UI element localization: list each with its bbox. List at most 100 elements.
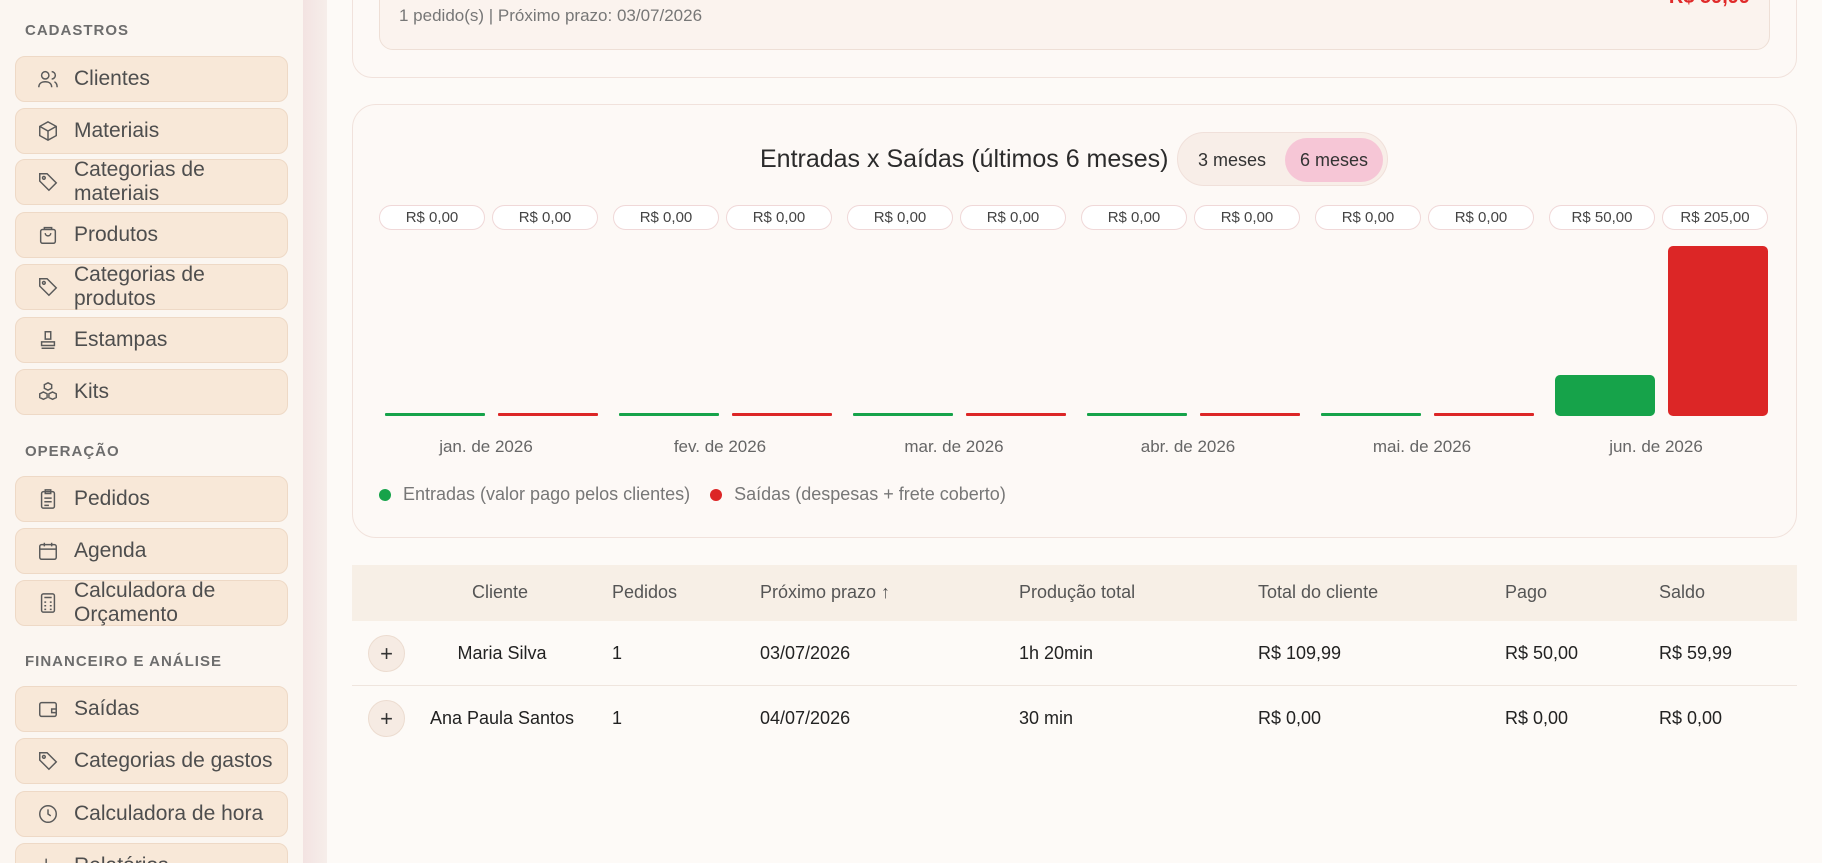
sidebar-item-clientes[interactable]: Clientes [15,56,288,102]
sidebar-item-categorias-gastos[interactable]: Categorias de gastos [15,738,288,784]
cell-prazo: 03/07/2026 [760,643,851,663]
cell-cliente: Ana Paula Santos [429,708,575,728]
expand-row-button[interactable]: + [368,700,405,737]
sidebar-item-estampas[interactable]: Estampas [15,317,288,363]
column-header-proximo-prazo[interactable]: Próximo prazo ↑ [760,582,891,602]
tag-icon [36,170,60,194]
sidebar-item-label: Calculadora de hora [74,802,264,825]
bar-value-label-in: R$ 0,00 [1081,205,1187,230]
sidebar-item-categorias-materiais[interactable]: Categorias de materiais [15,158,288,205]
table-row: + Ana Paula Santos 1 04/07/2026 30 min R… [352,686,1797,751]
wallet-icon [36,697,60,721]
users-icon [36,67,60,91]
clients-table: Cliente Pedidos Próximo prazo ↑ Produção… [352,565,1797,751]
cell-total: R$ 0,00 [1258,708,1322,728]
sidebar-item-materiais[interactable]: Materiais [15,108,288,154]
sidebar-item-categorias-produtos[interactable]: Categorias de produtos [15,263,288,310]
calendar-icon [36,539,60,563]
range-3-months-button[interactable]: 3 meses [1197,149,1267,170]
bar-entradas[interactable] [385,413,485,416]
bar-value-label-out: R$ 0,00 [960,205,1066,230]
sidebar-item-calculadora-orcamento[interactable]: Calculadora de Orçamento [15,579,288,626]
summary-inner-card [379,0,1770,50]
stamp-icon [36,328,60,352]
range-toggle: 3 meses 6 meses [1177,132,1388,186]
bar-entradas[interactable] [1555,374,1655,416]
legend-in-label: Entradas (valor pago pelos clientes) [403,484,691,504]
bar-value-label-in: R$ 0,00 [847,205,953,230]
bar-value-label-out: R$ 0,00 [726,205,832,230]
calculator-icon [36,591,60,615]
sidebar-item-agenda[interactable]: Agenda [15,528,288,574]
sidebar-item-label: Categorias de produtos [74,263,205,310]
legend-out-label: Saídas (despesas + frete coberto) [734,484,1006,504]
section-title-financeiro: FINANCEIRO E ANÁLISE [25,653,222,670]
x-axis-tick-label: jun. de 2026 [1609,437,1703,456]
box-icon [36,119,60,143]
sidebar-item-label: Materiais [74,119,160,142]
bar-entradas[interactable] [1087,413,1187,416]
column-header-total-cliente[interactable]: Total do cliente [1258,582,1379,602]
table-header: Cliente Pedidos Próximo prazo ↑ Produção… [352,565,1797,621]
chart-title: Entradas x Saídas (últimos 6 meses) [760,145,1169,173]
sidebar-divider [303,0,327,863]
x-axis-tick-label: jan. de 2026 [439,437,533,456]
column-header-pago[interactable]: Pago [1505,582,1548,602]
table-row: + Maria Silva 1 03/07/2026 1h 20min R$ 1… [352,621,1797,686]
chart-legend: Entradas (valor pago pelos clientes) Saí… [379,484,1006,505]
bar-saidas[interactable] [732,413,832,416]
tag-icon [36,749,60,773]
bar-value-label-in: R$ 0,00 [613,205,719,230]
sidebar-item-label: Categorias de materiais [74,158,205,205]
expand-row-button[interactable]: + [368,635,405,672]
column-header-producao-total[interactable]: Produção total [1019,582,1136,602]
clipboard-icon [36,487,60,511]
column-header-cliente[interactable]: Cliente [472,582,529,602]
sidebar-item-label: Calculadora de Orçamento [74,579,216,626]
bar-saidas[interactable] [1668,246,1768,416]
bar-value-label-in: R$ 0,00 [379,205,485,230]
bar-saidas[interactable] [1434,413,1534,416]
legend-out-marker [710,488,723,501]
x-axis-tick-label: mai. de 2026 [1372,437,1472,456]
sidebar-item-label: Produtos [74,223,159,246]
sidebar-item-label: Kits [74,380,110,403]
cell-cliente: Maria Silva [457,643,547,663]
bar-value-label-out: R$ 0,00 [492,205,598,230]
sidebar-item-produtos[interactable]: Produtos [15,212,288,258]
cell-pago: R$ 0,00 [1505,708,1569,728]
cell-prazo: 04/07/2026 [760,708,851,728]
column-header-pedidos[interactable]: Pedidos [612,582,678,602]
cell-saldo: R$ 0,00 [1659,708,1723,728]
x-axis-tick-label: abr. de 2026 [1140,437,1236,456]
sidebar-item-kits[interactable]: Kits [15,369,288,415]
column-header-saldo[interactable]: Saldo [1659,582,1706,602]
sidebar-item-label: Relatórios [74,854,169,863]
summary-meta: 1 pedido(s) | Próximo prazo: 03/07/2026 [399,6,703,25]
sidebar-item-relatorios[interactable]: Relatórios [15,843,288,863]
bar-value-label-out: R$ 0,00 [1428,205,1534,230]
sidebar-item-label: Saídas [74,697,140,720]
sidebar-item-label: Agenda [74,539,147,562]
sidebar-item-pedidos[interactable]: Pedidos [15,476,288,522]
sidebar-item-label: Clientes [74,67,150,90]
bar-saidas[interactable] [966,413,1066,416]
tag-icon [36,275,60,299]
x-axis-tick-label: fev. de 2026 [673,437,767,456]
bar-entradas[interactable] [619,413,719,416]
bar-value-label-out: R$ 205,00 [1662,205,1768,230]
sidebar-item-calculadora-hora[interactable]: Calculadora de hora [15,791,288,837]
range-6-months-button[interactable]: 6 meses [1285,138,1383,182]
boxes-icon [36,380,60,404]
sidebar-item-label: Pedidos [74,487,150,510]
cell-pedidos: 1 [612,708,623,728]
bar-saidas[interactable] [498,413,598,416]
cell-producao: 1h 20min [1019,643,1094,663]
x-axis-tick-label: mar. de 2026 [904,437,1004,456]
legend-in-marker [379,488,391,501]
section-title-cadastros: CADASTROS [25,22,130,39]
bar-entradas[interactable] [853,413,953,416]
bar-saidas[interactable] [1200,413,1300,416]
bar-entradas[interactable] [1321,413,1421,416]
sidebar-item-saidas[interactable]: Saídas [15,686,288,732]
